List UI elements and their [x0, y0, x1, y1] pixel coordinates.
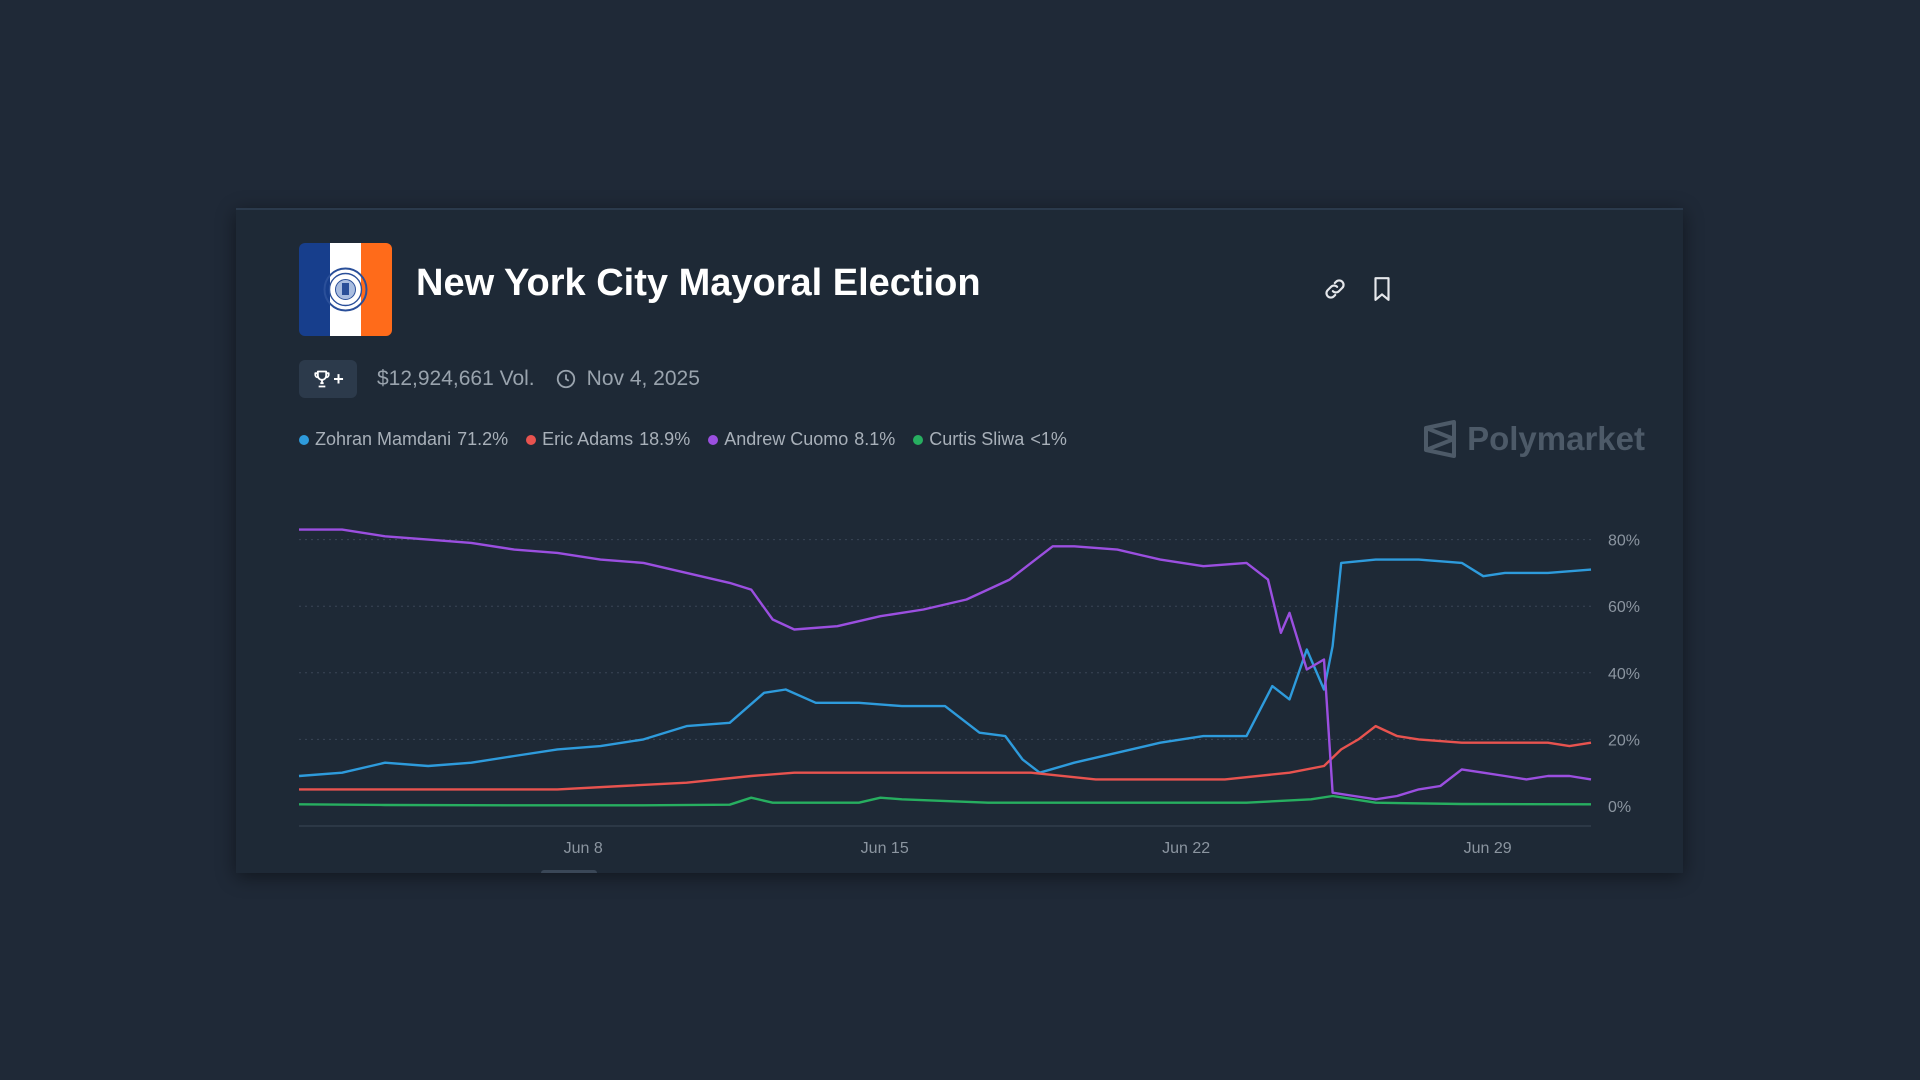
polymarket-watermark: Polymarket	[1423, 420, 1645, 458]
legend-dot	[708, 434, 719, 445]
market-meta: + $12,924,661 Vol. Nov 4, 2025	[299, 360, 700, 398]
legend-item-adams: Eric Adams 18.9%	[526, 429, 690, 450]
page-title: New York City Mayoral Election	[416, 262, 981, 304]
rewards-badge[interactable]: +	[299, 360, 357, 398]
series-line-andrew-cuomo	[299, 528, 1592, 801]
legend-name: Curtis Sliwa	[929, 429, 1025, 449]
series-line-zohran-mamdani	[298, 558, 1592, 778]
legend-name: Andrew Cuomo	[724, 429, 849, 449]
legend-name: Eric Adams	[542, 429, 634, 449]
x-tick-label: Jun 29	[1464, 840, 1512, 857]
bottom-tab-indicator	[541, 870, 597, 873]
legend-item-sliwa: Curtis Sliwa <1%	[913, 429, 1067, 450]
volume-text: $12,924,661 Vol.	[377, 367, 535, 390]
y-tick-label: 60%	[1608, 599, 1640, 616]
clock-icon	[556, 369, 575, 389]
legend-value: 71.2%	[457, 429, 509, 449]
legend-dot	[913, 434, 924, 445]
series-line-curtis-sliwa	[298, 794, 1592, 807]
series-line-eric-adams	[299, 724, 1592, 791]
brand-name: Polymarket	[1467, 420, 1645, 457]
price-history-chart[interactable]: 0% 20% 40% 60% 80% Jun 8 Jun 15 Jun 22 Jun 29	[236, 210, 1683, 873]
legend-name: Zohran Mamdani	[315, 429, 452, 449]
legend-item-cuomo: Andrew Cuomo 8.1%	[708, 429, 895, 450]
x-tick-label: Jun 15	[861, 840, 909, 857]
link-icon[interactable]	[1319, 273, 1351, 305]
trophy-icon	[314, 370, 330, 388]
end-date-text: Nov 4, 2025	[586, 367, 700, 390]
y-tick-label: 20%	[1608, 732, 1640, 749]
legend-dot	[526, 434, 537, 445]
legend-value: <1%	[1030, 429, 1067, 449]
y-tick-label: 40%	[1608, 666, 1640, 683]
rewards-plus: +	[333, 368, 344, 389]
chart-legend: Zohran Mamdani 71.2% Eric Adams 18.9% An…	[299, 429, 1067, 450]
legend-value: 8.1%	[854, 429, 896, 449]
x-tick-label: Jun 22	[1162, 840, 1210, 857]
nyc-flag-icon	[299, 243, 392, 336]
bookmark-icon[interactable]	[1366, 273, 1398, 305]
legend-dot	[299, 434, 309, 445]
legend-value: 18.9%	[639, 429, 691, 449]
y-tick-label: 80%	[1608, 533, 1640, 550]
x-tick-label: Jun 8	[564, 840, 603, 857]
end-date: Nov 4, 2025	[555, 367, 700, 391]
polymarket-logo-icon	[1424, 420, 1457, 458]
y-tick-label: 0%	[1608, 799, 1631, 816]
legend-item-mamdani: Zohran Mamdani 71.2%	[299, 429, 508, 450]
market-card: New York City Mayoral Election + $12,924…	[236, 208, 1683, 873]
